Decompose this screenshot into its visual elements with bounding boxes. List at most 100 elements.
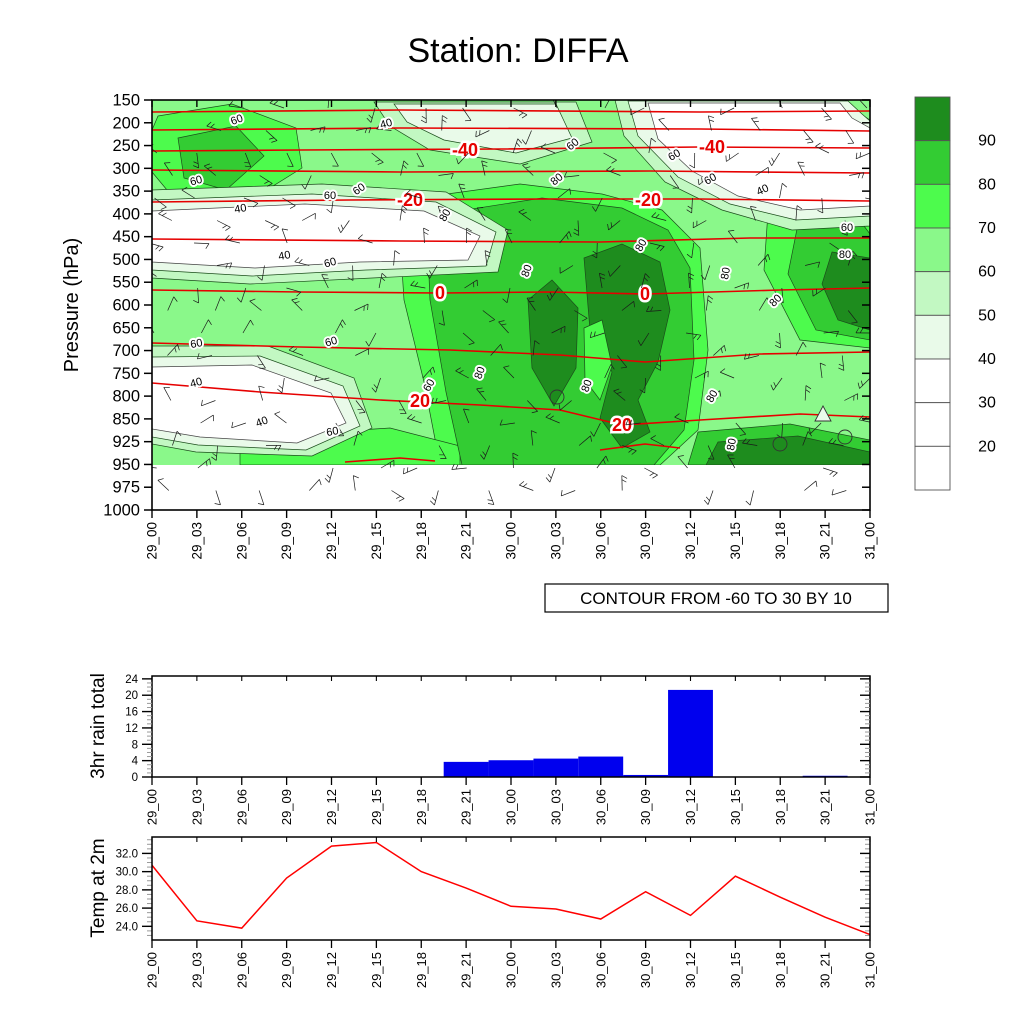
wind-barb	[423, 227, 430, 244]
rh-line-label: 60	[324, 190, 336, 202]
colorbar-cell	[914, 140, 951, 185]
wind-barb-feather	[222, 225, 227, 229]
wind-barb-feather	[573, 232, 579, 236]
wind-barb-shaft	[410, 285, 426, 289]
wind-barb-feather	[851, 321, 858, 324]
colorbar-tick-label: 50	[978, 307, 996, 324]
wind-barb-shaft	[622, 445, 637, 452]
rain-xtick-label: 30_15	[728, 789, 743, 825]
wind-barb-shaft	[483, 445, 490, 460]
wind-barb-feather	[777, 94, 783, 95]
wind-barb-feather	[405, 189, 411, 195]
wind-barb-feather	[402, 164, 407, 169]
wind-barb	[422, 366, 436, 379]
wind-barb-shaft	[225, 239, 240, 244]
colorbar-tick-label: 80	[978, 176, 996, 193]
wind-barb	[291, 298, 303, 311]
wind-barb	[703, 490, 714, 505]
colorbar-tick-label: 60	[978, 264, 996, 281]
wind-barb	[518, 209, 532, 221]
wind-barb-feather	[857, 173, 861, 179]
wind-barb-feather	[697, 178, 700, 185]
wind-barb-feather	[796, 205, 803, 210]
wind-barb	[269, 100, 285, 109]
wind-barb-feather	[269, 137, 275, 140]
wind-barb	[282, 197, 296, 209]
wind-barb-shaft	[855, 152, 870, 160]
wind-barb-shaft	[463, 408, 470, 424]
wind-barb	[559, 265, 574, 274]
wind-barb-feather	[359, 412, 366, 414]
wind-barb	[708, 390, 722, 401]
wind-barb	[857, 377, 870, 389]
wind-barb-feather	[342, 319, 346, 326]
wind-barb-shaft	[152, 148, 158, 154]
temp-xtick-label: 29_18	[414, 952, 429, 988]
wind-barb	[163, 386, 172, 401]
wind-barb	[707, 445, 715, 460]
wind-barb-feather	[890, 386, 895, 389]
wind-barb-feather	[274, 411, 281, 415]
wind-barb-feather	[566, 234, 569, 240]
wind-barb	[228, 101, 244, 109]
wind-barb-feather	[287, 165, 294, 167]
wind-barb-feather	[807, 431, 813, 437]
wind-barb	[574, 310, 588, 322]
wind-barb-feather	[340, 224, 344, 230]
wind-barb-feather	[459, 369, 464, 374]
wind-barb-feather	[903, 215, 904, 221]
wind-barb	[167, 296, 178, 311]
wind-barb-feather	[366, 117, 372, 123]
wind-barb-feather	[608, 270, 611, 277]
wind-barb	[745, 490, 754, 506]
wind-barb-feather	[649, 472, 655, 476]
wind-barb-feather	[257, 503, 264, 506]
wind-barb-feather	[298, 259, 303, 264]
wind-barb-feather	[855, 152, 858, 159]
wind-barb-feather	[398, 498, 405, 502]
wind-barb	[713, 345, 726, 356]
wind-barb	[573, 220, 580, 236]
wind-barb-shaft	[644, 467, 658, 476]
wind-barb	[430, 490, 439, 506]
wind-barb-feather	[540, 143, 547, 148]
wind-barb-feather	[637, 340, 642, 346]
wind-barb-feather	[677, 455, 684, 457]
wind-barb	[893, 119, 905, 130]
wind-barb-feather	[340, 323, 344, 328]
wind-barb-feather	[229, 262, 233, 269]
wind-barb-shaft	[595, 197, 603, 212]
wind-barb-shaft	[844, 393, 858, 401]
wind-barb-feather	[455, 464, 459, 470]
wind-barb-feather	[633, 301, 635, 308]
wind-barb-shaft	[688, 273, 690, 289]
time-tick-label: 30_00	[504, 522, 519, 560]
wind-barb	[890, 215, 904, 221]
temp-panel: 24.0 26.0 28.0 30.0 32.0 29_00 29_03 29_06 29_09…	[116, 836, 878, 988]
wind-barb-feather	[708, 115, 715, 119]
wind-barb	[742, 438, 758, 446]
wind-barb-feather	[719, 390, 722, 397]
time-tick-label: 30_12	[683, 522, 698, 560]
wind-barb-feather	[841, 232, 848, 236]
wind-barb-shaft	[831, 490, 847, 496]
temp-xtick-label: 29_03	[189, 952, 204, 988]
wind-barb-feather	[766, 297, 771, 304]
wind-barb-shaft	[499, 422, 515, 426]
wind-barb-feather	[645, 273, 650, 278]
wind-barb-shaft	[194, 242, 210, 244]
wind-barb	[686, 197, 693, 214]
rain-xtick-label: 31_00	[863, 789, 878, 825]
wind-barb-feather	[782, 182, 788, 188]
wind-barb-shaft	[823, 330, 839, 334]
wind-barb-feather	[771, 157, 775, 163]
pressure-tick-label: 250	[112, 137, 140, 155]
wind-barb	[559, 231, 572, 244]
wind-barb-feather	[823, 115, 829, 118]
wind-barb-feather	[377, 162, 384, 165]
wind-barb-feather	[807, 141, 814, 144]
temp-ytick-label: 28.0	[116, 885, 138, 897]
pressure-tick-label: 650	[112, 319, 140, 337]
wind-barb-shaft	[282, 197, 296, 206]
